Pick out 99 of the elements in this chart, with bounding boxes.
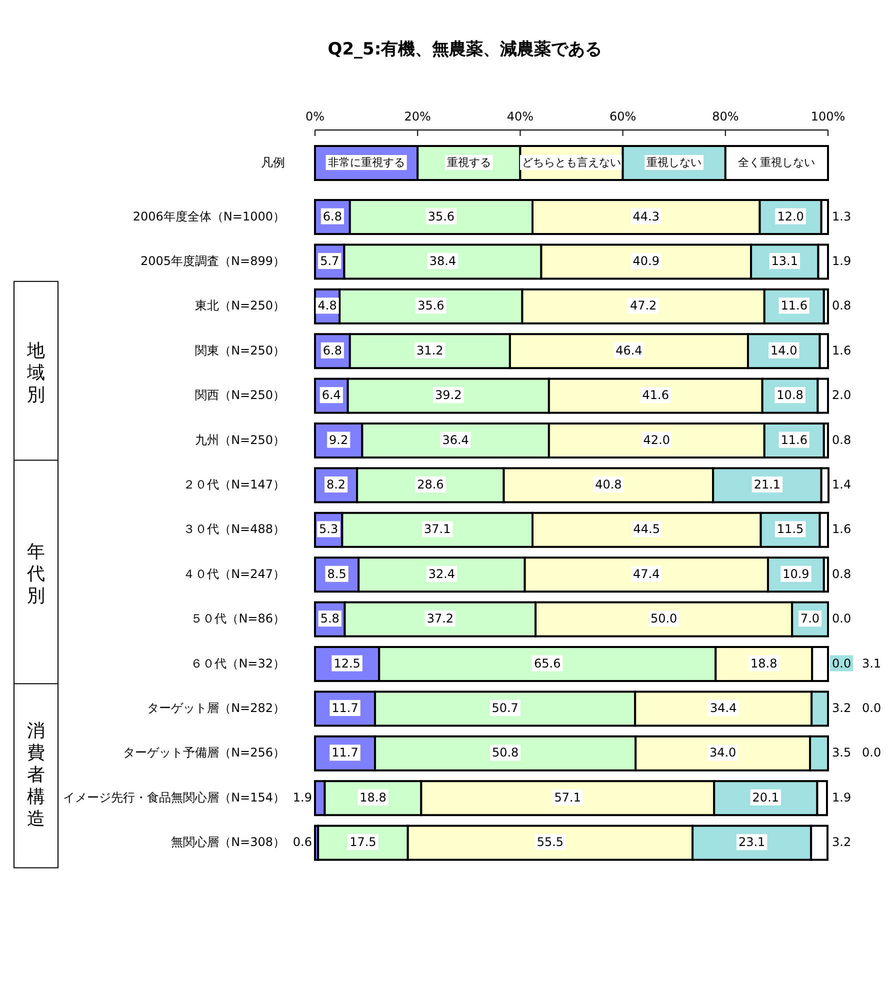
data-label: 0.0: [862, 746, 882, 760]
data-label: 12.0: [777, 209, 804, 224]
data-label: 0.0: [862, 700, 882, 715]
x-tick-label: 60%: [609, 109, 636, 124]
data-label: 46.4: [616, 343, 642, 358]
data-label: 5.8: [320, 612, 340, 626]
y-tick-label: ５０代（N=86）: [190, 612, 285, 626]
y-tick-label: 2006年度全体（N=1000）: [132, 209, 285, 224]
data-label: 38.4: [429, 254, 456, 268]
data-label: 44.5: [633, 522, 660, 536]
data-label: 36.4: [442, 432, 469, 447]
data-label: 3.2: [832, 835, 852, 850]
data-label: 1.6: [832, 522, 852, 536]
data-label: 11.7: [332, 746, 358, 760]
x-tick-label: 40%: [506, 109, 534, 124]
data-label: 3.5: [832, 746, 852, 760]
y-tick-label: 関西（N=250）: [195, 388, 285, 402]
x-tick-label: 100%: [810, 109, 846, 124]
data-label: 44.3: [632, 209, 660, 224]
data-label: 1.3: [832, 209, 852, 224]
data-label: 7.0: [800, 612, 820, 626]
data-label: 1.6: [832, 343, 852, 358]
data-label: 32.4: [428, 566, 456, 581]
data-label: 5.3: [319, 522, 338, 536]
data-label: 21.1: [754, 477, 781, 492]
data-label: 3.1: [862, 656, 882, 670]
data-label: 47.4: [633, 566, 660, 581]
y-tick-label: ターゲット層（N=282）: [147, 700, 285, 715]
data-label: 11.6: [780, 432, 808, 447]
data-label: 6.8: [322, 343, 342, 358]
data-label: 1.9: [832, 790, 852, 804]
data-label: 39.2: [435, 388, 462, 402]
data-label: 57.1: [554, 790, 582, 804]
data-label: 50.7: [492, 700, 518, 715]
data-label: 6.8: [322, 209, 342, 224]
data-label: 0.0: [832, 612, 852, 626]
y-tick-label: イメージ先行・食品無関心層（N=154）: [63, 790, 285, 804]
data-label: 12.5: [334, 656, 360, 670]
data-label: 0.8: [832, 298, 852, 313]
data-label: 50.0: [650, 612, 678, 626]
data-label: 11.7: [332, 700, 358, 715]
y-tick-label: 無関心層（N=308）: [171, 835, 285, 850]
data-label: 11.5: [776, 522, 804, 536]
data-label: 28.6: [417, 477, 444, 492]
data-label: 8.5: [327, 566, 346, 581]
data-label: 10.9: [782, 566, 810, 581]
data-label: 40.9: [632, 254, 660, 268]
data-label: 11.6: [780, 298, 808, 313]
data-label: 41.6: [642, 388, 669, 402]
y-tick-label: ３０代（N=488）: [183, 522, 285, 536]
data-label: 8.2: [326, 477, 346, 492]
legend-title: 凡例: [261, 155, 285, 170]
data-label: 9.2: [329, 432, 348, 447]
data-label: 0.8: [832, 432, 852, 447]
data-label: 35.6: [428, 209, 455, 224]
y-tick-label: ターゲット予備層（N=256）: [123, 746, 285, 760]
data-label: 1.4: [832, 477, 852, 492]
data-label: 1.9: [292, 790, 312, 804]
data-label: 0.0: [832, 656, 852, 670]
data-label: 34.4: [710, 700, 737, 715]
data-label: 37.2: [426, 612, 454, 626]
x-tick-label: 20%: [404, 109, 431, 124]
y-tick-label: 九州（N=250）: [195, 432, 285, 447]
data-label: 31.2: [416, 343, 444, 358]
data-label: 35.6: [418, 298, 444, 313]
data-label: 18.8: [360, 790, 386, 804]
data-label: 14.0: [770, 343, 798, 358]
data-label: 40.8: [595, 477, 622, 492]
data-label: 5.7: [320, 254, 340, 268]
data-label: 18.8: [750, 656, 778, 670]
y-tick-label: 2005年度調査（N=899）: [140, 254, 285, 268]
y-tick-label: 東北（N=250）: [195, 298, 285, 313]
x-tick-label: 0%: [305, 109, 325, 124]
data-label: 37.1: [424, 522, 451, 536]
chart-title: Q2_5:有機、無農薬、減農薬である: [328, 40, 602, 60]
data-label: 55.5: [536, 835, 564, 850]
y-tick-label: ４０代（N=247）: [183, 566, 285, 581]
y-tick-label: 関東（N=250）: [195, 343, 285, 358]
data-label: 1.9: [832, 254, 852, 268]
data-label: 65.6: [534, 656, 561, 670]
data-label: 23.1: [738, 835, 766, 850]
data-label: 13.1: [771, 254, 798, 268]
legend: 凡例 非常に重視する 重視する どちらとも言えない 重視しない 全く重視しない: [261, 145, 829, 181]
data-label: 6.4: [322, 388, 341, 402]
y-tick-label: ６０代（N=32）: [190, 656, 285, 670]
data-label: 17.5: [350, 835, 376, 850]
data-label: 42.0: [643, 432, 670, 447]
data-label: 0.8: [832, 566, 852, 581]
data-label: 47.2: [630, 298, 657, 313]
data-label: 0.6: [292, 835, 312, 850]
data-label: 2.0: [832, 388, 852, 402]
data-label: 3.2: [832, 700, 852, 715]
y-tick-label: ２０代（N=147）: [183, 477, 285, 492]
x-tick-label: 80%: [712, 109, 739, 124]
data-label: 34.0: [709, 746, 736, 760]
data-label: 50.8: [492, 746, 519, 760]
data-label: 10.8: [776, 388, 804, 402]
data-label: 4.8: [318, 298, 337, 313]
data-label: 20.1: [752, 790, 780, 804]
